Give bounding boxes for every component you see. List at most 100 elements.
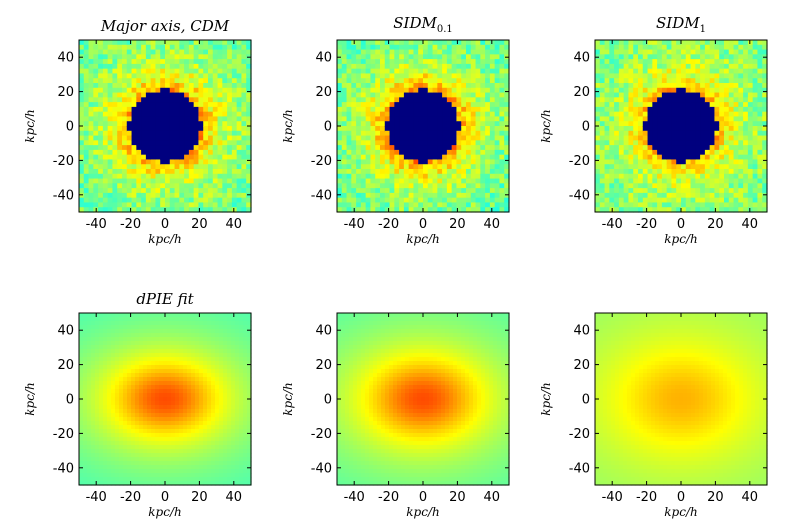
heatmap-cell [88, 83, 94, 89]
heatmap-cell [155, 457, 160, 462]
heatmap-cell [418, 102, 424, 108]
heatmap-cell [609, 126, 615, 132]
heatmap-cell [188, 202, 195, 208]
heatmap-cell [246, 63, 252, 70]
heatmap-cell [179, 49, 185, 55]
heatmap-cell [167, 449, 172, 454]
heatmap-cell [504, 87, 510, 94]
heatmap-cell [628, 188, 634, 194]
heatmap-cell [123, 469, 128, 474]
heatmap-cell [167, 417, 172, 422]
heatmap-cell [494, 130, 501, 137]
heatmap-cell [676, 44, 682, 51]
heatmap-cell [174, 116, 180, 122]
heatmap-cell [93, 192, 99, 199]
heatmap-cell [408, 54, 415, 60]
heatmap-cell [174, 87, 180, 94]
heatmap-cell [83, 164, 90, 170]
heatmap-cell [119, 349, 124, 354]
heatmap-cell [131, 437, 136, 442]
heatmap-cell [676, 197, 682, 204]
heatmap-cell [704, 154, 711, 161]
heatmap-cell [370, 164, 376, 170]
heatmap-cell [151, 449, 156, 454]
heatmap-cell [241, 83, 247, 89]
heatmap-cell [169, 207, 176, 213]
heatmap-cell [193, 111, 200, 118]
heatmap-cell [360, 140, 367, 146]
heatmap-cell [599, 164, 606, 170]
heatmap-cell [752, 121, 759, 127]
heatmap-cell [151, 465, 156, 470]
heatmap-cell [666, 78, 673, 84]
heatmap-cell [184, 78, 190, 84]
heatmap-cell [604, 73, 610, 79]
heatmap-cell [647, 192, 653, 199]
heatmap-cell [123, 329, 128, 334]
heatmap-cell [466, 149, 472, 156]
heatmap-cell [413, 44, 419, 51]
heatmap-cell [762, 149, 768, 156]
heatmap-cell [117, 92, 123, 98]
heatmap-cell [633, 97, 639, 103]
heatmap-cell [623, 68, 630, 75]
heatmap-cell [107, 337, 112, 342]
heatmap-cell [618, 126, 625, 132]
heatmap-cell [127, 389, 132, 394]
heatmap-cell [143, 393, 148, 398]
heatmap-cell [143, 413, 148, 418]
heatmap-cell [642, 87, 649, 94]
heatmap-cell [165, 192, 171, 199]
heatmap-cell [647, 73, 653, 79]
heatmap-cell [504, 135, 510, 141]
heatmap-cell [408, 135, 415, 141]
heatmap-cell [661, 40, 668, 46]
heatmap-cell [757, 135, 763, 141]
heatmap-cell [231, 202, 238, 208]
heatmap-cell [499, 135, 505, 141]
heatmap-cell [107, 121, 114, 127]
heatmap-cell [743, 126, 749, 132]
heatmap-cell [163, 421, 168, 426]
heatmap-cell [432, 154, 438, 161]
heatmap-cell [112, 59, 118, 65]
heatmap-cell [123, 405, 128, 410]
heatmap-cell [446, 121, 453, 127]
heatmap-cell [135, 469, 140, 474]
heatmap-cell [135, 397, 140, 402]
heatmap-cell [165, 135, 171, 141]
heatmap-cell [413, 207, 419, 213]
heatmap-cell [123, 413, 128, 418]
heatmap-cell [681, 183, 687, 189]
heatmap-cell [159, 321, 164, 326]
heatmap-cell [208, 83, 214, 89]
heatmap-cell [123, 317, 128, 322]
heatmap-cell [163, 361, 168, 366]
heatmap-cell [241, 130, 247, 137]
heatmap-cell [671, 40, 677, 46]
heatmap-cell [126, 73, 133, 79]
heatmap-cell [151, 409, 156, 414]
heatmap-cell [123, 357, 128, 362]
heatmap-cell [638, 102, 644, 108]
y-tick-label: -20 [53, 154, 74, 169]
heatmap-cell [241, 63, 247, 70]
heatmap-cell [241, 202, 247, 208]
heatmap-cell [403, 197, 410, 204]
heatmap-cell [188, 178, 195, 184]
heatmap-cell [638, 54, 644, 60]
heatmap-cells [79, 313, 252, 486]
heatmap-cell [695, 111, 701, 118]
heatmap-cell [661, 164, 668, 170]
heatmap-cell [98, 202, 104, 208]
heatmap-cell [123, 361, 128, 366]
heatmap-cell [123, 385, 128, 390]
heatmap-cell [236, 63, 243, 70]
heatmap-cell [685, 111, 692, 118]
heatmap-cell [217, 102, 223, 108]
heatmap-cell [470, 68, 477, 75]
heatmap-cell [222, 154, 228, 161]
heatmap-cell [681, 207, 687, 213]
heatmap-cell [107, 73, 114, 79]
heatmap-cell [384, 121, 391, 127]
